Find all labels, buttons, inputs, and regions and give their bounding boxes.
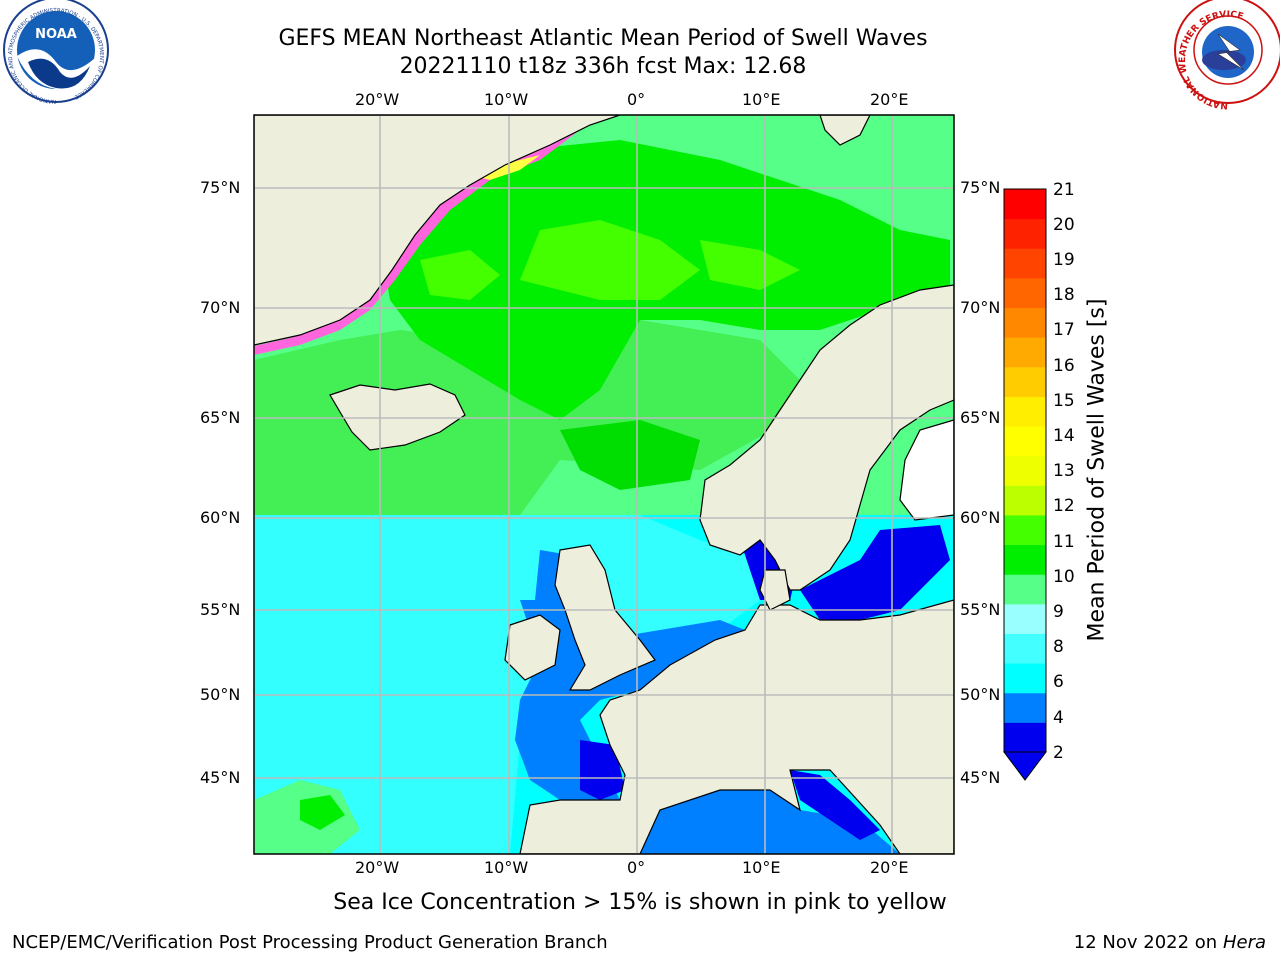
lon-label-top: 20°E [870,90,909,109]
colorbar-tick-label: 17 [1053,320,1075,340]
lon-label-bottom: 20°W [355,858,400,877]
denmark [759,569,791,611]
colorbar-step [1004,485,1046,516]
colorbar-title: Mean Period of Swell Waves [s] [1084,298,1110,642]
great-britain [554,544,656,691]
iceland [329,383,466,451]
colorbar-tick-label: 2 [1053,743,1064,763]
scandinavia [699,284,954,591]
colorbar-step [1004,396,1046,427]
lat-label-right: 60°N [960,508,1001,527]
colorbar-step [1004,307,1046,338]
lon-label-bottom: 10°E [742,858,781,877]
lat-label-right: 50°N [960,685,1001,704]
colorbar-steps [1004,189,1046,753]
colorbar-step [1004,722,1046,753]
lat-label-left: 55°N [200,600,241,619]
colorbar-tick-label: 9 [1053,602,1064,622]
lon-label-top: 10°W [484,90,529,109]
colorbar-tick-label: 16 [1053,356,1075,376]
colorbar-step [1004,633,1046,664]
colorbar-tick-label: 4 [1053,708,1064,728]
lat-label-right: 65°N [960,408,1001,427]
colorbar-tick-label: 20 [1053,215,1075,235]
colorbar-step [1004,426,1046,457]
lat-label-left: 70°N [200,298,241,317]
lon-label-top: 10°E [742,90,781,109]
sea-ice-note: Sea Ice Concentration > 15% is shown in … [333,890,947,915]
colorbar [1003,188,1047,781]
footer-date-text: 12 Nov 2022 on [1073,932,1218,953]
lat-label-left: 50°N [200,685,241,704]
lon-label-bottom: 10°W [484,858,529,877]
lat-label-right: 45°N [960,768,1001,787]
colorbar-step [1004,663,1046,694]
colorbar-tick-label: 11 [1053,532,1075,552]
greenland [254,115,621,346]
lat-label-left: 60°N [200,508,241,527]
gulf-of-bothnia [899,419,954,521]
lat-label-right: 55°N [960,600,1001,619]
lat-label-left: 75°N [200,178,241,197]
footer-host: Hera [1222,932,1266,953]
lon-label-top: 0° [627,90,646,109]
map-frame [253,114,955,855]
lat-label-left: 45°N [200,768,241,787]
colorbar-tick-label: 13 [1053,461,1075,481]
coastal-shelf-waters [515,600,745,800]
footer-date: 12 Nov 2022 on Hera [1074,932,1266,953]
ireland [504,614,561,681]
graticule [254,115,954,854]
colorbar-step [1004,337,1046,368]
baltic-sea [800,525,950,620]
colorbar-step [1004,544,1046,575]
svalbard [819,115,871,146]
colorbar-step [1004,248,1046,279]
colorbar-extend-arrow [1003,751,1047,781]
colorbar-step [1004,366,1046,397]
colorbar-tick-label: 10 [1053,567,1075,587]
colorbar-tick-label: 6 [1053,672,1064,692]
colorbar-tick-label: 12 [1053,496,1075,516]
lon-label-bottom: 0° [627,858,646,877]
adriatic-sea [790,770,880,840]
bay-of-biscay [580,740,625,800]
colorbar-tick-label: 21 [1053,180,1075,200]
lat-label-left: 65°N [200,408,241,427]
land [254,115,954,854]
colorbar-tick-label: 15 [1053,391,1075,411]
colorbar-step [1004,603,1046,634]
colorbar-step [1004,277,1046,309]
chart-title: GEFS MEAN Northeast Atlantic Mean Period… [278,26,928,51]
chart-subtitle: 20221110 t18z 336h fcst Max: 12.68 [399,54,807,79]
colorbar-step [1004,189,1046,220]
footer-credit: NCEP/EMC/Verification Post Processing Pr… [12,932,608,953]
mediterranean-sea [640,790,900,854]
colorbar-step [1004,574,1046,605]
lat-label-right: 70°N [960,298,1001,317]
colorbar-tick-label: 8 [1053,637,1064,657]
colorbar-frame [1003,188,1047,753]
colorbar-step [1004,218,1046,249]
colorbar-tick-label: 18 [1053,285,1075,305]
colorbar-tick-label: 19 [1053,250,1075,270]
lat-label-right: 75°N [960,178,1001,197]
lon-label-bottom: 20°E [870,858,909,877]
colorbar-step [1004,514,1046,546]
lon-label-top: 20°W [355,90,400,109]
colorbar-tick-label: 14 [1053,426,1075,446]
colorbar-step [1004,692,1046,723]
colorbar-step [1004,455,1046,486]
